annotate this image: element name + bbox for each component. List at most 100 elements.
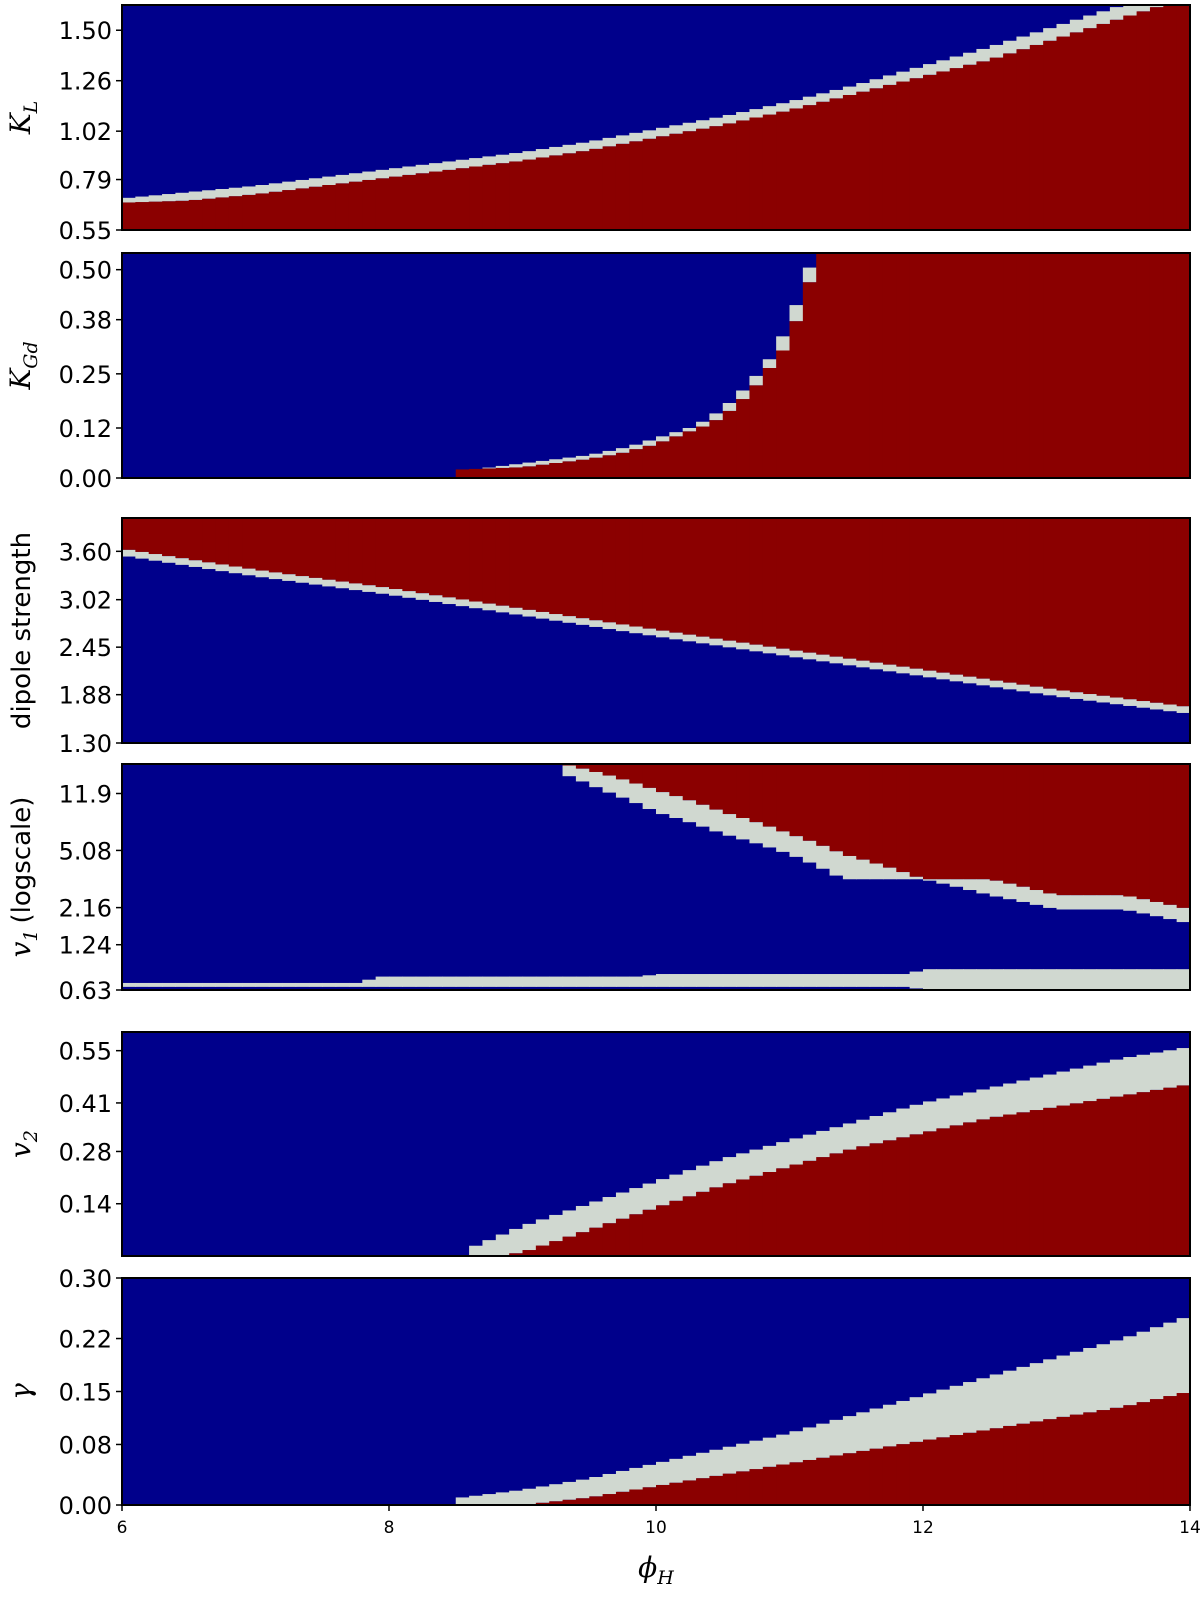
region-b-cell — [656, 441, 670, 478]
transition-cell — [1083, 969, 1098, 990]
region-b-cell — [615, 1491, 630, 1505]
transition-cell — [615, 135, 630, 144]
transition-cell — [255, 185, 270, 194]
region-b-cell — [589, 1227, 604, 1256]
transition-cell — [669, 1174, 684, 1201]
transition-cell — [1043, 28, 1058, 41]
transition-cell — [749, 822, 764, 844]
transition-cell — [789, 974, 804, 987]
transition-cell — [1069, 1068, 1084, 1104]
region-b-cell — [1029, 253, 1044, 478]
region-b-cell — [1069, 518, 1084, 693]
transition-cell — [402, 166, 417, 175]
region-b-cell — [295, 518, 310, 577]
transition-cell — [642, 628, 657, 636]
region-b-cell — [776, 764, 791, 832]
region-b-cell — [989, 1428, 1004, 1505]
panel-frame — [121, 517, 1191, 744]
transition-cell — [936, 672, 951, 680]
region-b-cell — [909, 1441, 924, 1505]
transition-cell — [1083, 1347, 1098, 1413]
transition-cell — [709, 974, 724, 987]
transition-cell — [1083, 1065, 1098, 1102]
region-b-cell — [495, 518, 510, 606]
transition-cell — [335, 982, 350, 987]
transition-cell — [1096, 11, 1111, 24]
transition-cell — [749, 109, 764, 118]
region-b-cell — [1069, 764, 1084, 896]
region-b-cell — [1029, 44, 1044, 230]
transition-cell — [242, 982, 257, 987]
transition-cell — [642, 1183, 657, 1210]
region-b-cell — [535, 464, 550, 478]
transition-cell — [1176, 907, 1190, 923]
region-b-cell — [669, 436, 684, 478]
region-b-cell — [762, 1172, 777, 1256]
panel-frame — [121, 4, 1191, 231]
region-b-cell — [949, 518, 964, 675]
y-tick-label: 0.41 — [59, 1090, 112, 1118]
transition-cell — [495, 605, 510, 613]
transition-cell — [1149, 1327, 1164, 1400]
transition-cell — [362, 585, 377, 592]
transition-cell — [976, 48, 991, 62]
region-b-cell — [615, 764, 630, 780]
transition-cell — [1016, 36, 1031, 50]
transition-cell — [122, 197, 136, 203]
transition-cell — [1176, 969, 1190, 990]
transition-cell — [963, 1092, 977, 1123]
region-b-cell — [148, 201, 163, 230]
region-b-cell — [856, 518, 871, 661]
transition-cell — [963, 879, 977, 891]
region-b-cell — [522, 159, 537, 230]
transition-cell — [989, 969, 1004, 990]
transition-cell — [949, 969, 964, 990]
transition-cell — [602, 775, 617, 793]
transition-cell — [1083, 895, 1098, 910]
region-b-cell — [1043, 518, 1058, 689]
transition-cell — [375, 587, 390, 594]
transition-cell — [802, 974, 817, 987]
region-b-cell — [762, 764, 777, 827]
transition-cell — [669, 632, 684, 640]
transition-cell — [509, 1490, 524, 1505]
y-tick-label: 1.26 — [59, 68, 112, 96]
transition-cell — [896, 71, 911, 82]
region-b-cell — [882, 1140, 897, 1256]
region-b-cell — [188, 518, 203, 561]
transition-cell — [1163, 1050, 1178, 1088]
transition-cell — [1043, 1074, 1058, 1108]
transition-cell — [696, 421, 710, 427]
transition-cell — [522, 609, 537, 617]
x-axis-label: ϕH — [638, 1551, 674, 1589]
transition-cell — [762, 826, 777, 848]
transition-cell — [1149, 1052, 1164, 1090]
region-b-cell — [375, 518, 390, 588]
transition-cell — [709, 117, 724, 127]
transition-cell — [923, 64, 937, 75]
region-b-cell — [1109, 19, 1124, 230]
transition-cell — [936, 969, 951, 990]
region-b-cell — [1069, 253, 1084, 478]
transition-cell — [615, 1192, 630, 1219]
transition-cell — [482, 603, 497, 611]
transition-cell — [1083, 15, 1098, 29]
transition-cell — [1003, 1370, 1018, 1426]
transition-cell — [455, 599, 470, 607]
region-b-cell — [909, 253, 924, 478]
transition-cell — [455, 976, 470, 987]
region-b-cell — [696, 764, 710, 805]
region-b-cell — [242, 194, 257, 230]
transition-cell — [535, 976, 550, 987]
transition-cell — [255, 570, 270, 578]
region-b-cell — [1163, 764, 1178, 905]
transition-cell — [188, 560, 203, 567]
region-b-cell — [629, 141, 644, 230]
region-b-cell — [789, 1462, 804, 1505]
region-b-cell — [615, 518, 630, 625]
region-b-cell — [856, 91, 871, 230]
transition-cell — [1029, 969, 1044, 990]
transition-cell — [709, 413, 724, 421]
transition-cell — [415, 593, 430, 600]
transition-cell — [175, 192, 190, 201]
